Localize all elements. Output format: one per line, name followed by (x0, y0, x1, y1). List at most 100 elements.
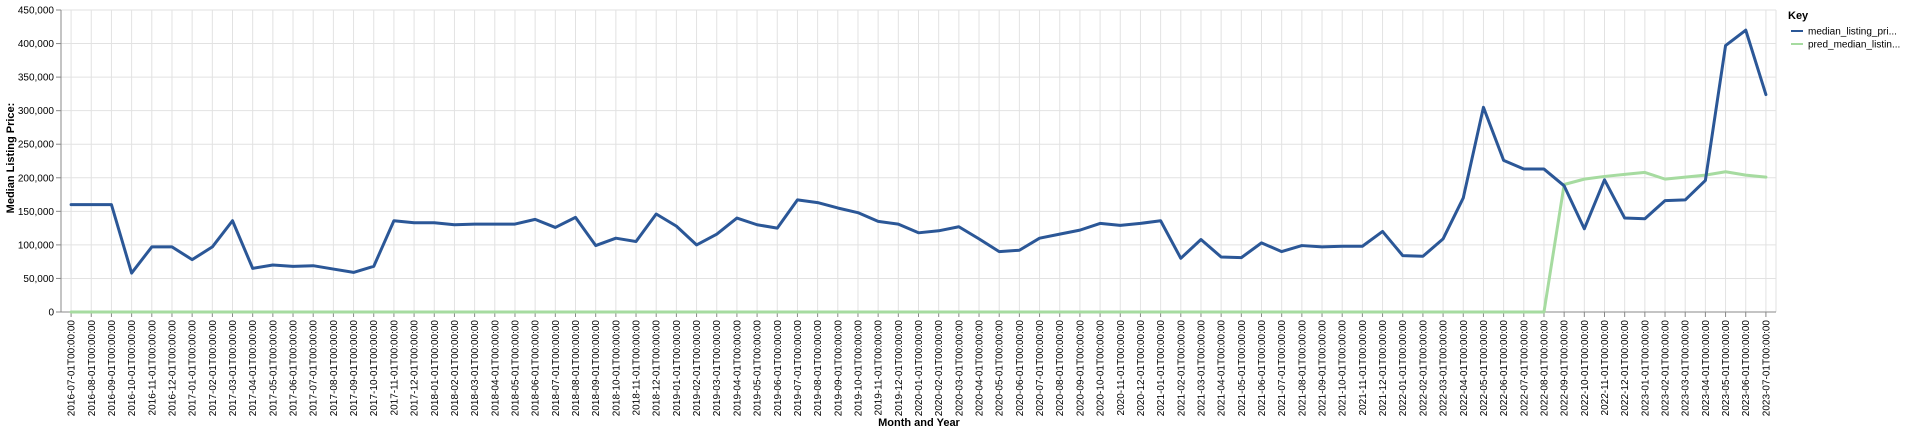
legend-title: Key (1788, 10, 1809, 22)
x-tick-label: 2022-12-01T00:00:00 (1620, 320, 1631, 417)
x-tick-label: 2019-06-01T00:00:00 (773, 320, 784, 417)
x-tick-label: 2020-10-01T00:00:00 (1096, 320, 1107, 417)
y-tick-label: 150,000 (18, 207, 55, 218)
y-tick-label: 100,000 (18, 240, 55, 251)
legend-label: pred_median_listin... (1808, 40, 1900, 51)
x-tick-label: 2019-03-01T00:00:00 (712, 320, 723, 417)
y-tick-label: 50,000 (23, 274, 54, 285)
x-tick-label: 2023-01-01T00:00:00 (1640, 320, 1651, 417)
x-tick-label: 2019-02-01T00:00:00 (692, 320, 703, 417)
x-tick-label: 2022-10-01T00:00:00 (1580, 320, 1591, 417)
x-tick-label: 2019-09-01T00:00:00 (833, 320, 844, 417)
x-tick-label: 2020-06-01T00:00:00 (1015, 320, 1026, 417)
x-tick-label: 2022-08-01T00:00:00 (1539, 320, 1550, 417)
x-tick-label: 2018-03-01T00:00:00 (470, 320, 481, 417)
x-tick-label: 2021-08-01T00:00:00 (1297, 320, 1308, 417)
x-tick-label: 2018-01-01T00:00:00 (430, 320, 441, 417)
y-axis: 0 50,000 100,000 150,000 200,000 250,000 300,0… (18, 6, 62, 319)
x-tick-label: 2021-10-01T00:00:00 (1338, 320, 1349, 417)
x-tick-label: 2021-05-01T00:00:00 (1237, 320, 1248, 417)
x-tick-label: 2022-11-01T00:00:00 (1600, 320, 1611, 416)
x-tick-label: 2022-02-01T00:00:00 (1418, 320, 1429, 417)
x-tick-label: 2017-03-01T00:00:00 (228, 320, 239, 417)
x-tick-label: 2020-03-01T00:00:00 (954, 320, 965, 417)
legend: Key median_listing_pri... pred_median_lis… (1788, 10, 1900, 51)
x-tick-label: 2021-01-01T00:00:00 (1156, 320, 1167, 417)
x-tick-label: 2022-07-01T00:00:00 (1519, 320, 1530, 417)
x-tick-label: 2019-11-01T00:00:00 (874, 320, 885, 416)
x-tick-label: 2023-07-01T00:00:00 (1761, 320, 1772, 417)
x-tick-label: 2019-12-01T00:00:00 (894, 320, 905, 417)
x-tick-label: 2020-04-01T00:00:00 (975, 320, 986, 417)
x-tick-label: 2020-09-01T00:00:00 (1075, 320, 1086, 417)
x-tick-label: 2021-11-01T00:00:00 (1358, 320, 1369, 416)
x-tick-label: 2018-06-01T00:00:00 (531, 320, 542, 417)
x-tick-label: 2020-08-01T00:00:00 (1055, 320, 1066, 417)
y-tick-label: 200,000 (18, 173, 55, 184)
x-tick-label: 2017-09-01T00:00:00 (349, 320, 360, 417)
x-tick-label: 2021-07-01T00:00:00 (1277, 320, 1288, 417)
x-tick-label: 2020-11-01T00:00:00 (1116, 320, 1127, 416)
x-tick-label: 2020-12-01T00:00:00 (1136, 320, 1147, 417)
y-tick-label: 400,000 (18, 39, 55, 50)
x-axis-title: Month and Year (878, 417, 960, 429)
x-tick-label: 2022-03-01T00:00:00 (1439, 320, 1450, 417)
grid-lines (61, 9, 1777, 313)
x-tick-label: 2018-02-01T00:00:00 (450, 320, 461, 417)
x-tick-label: 2020-05-01T00:00:00 (995, 320, 1006, 417)
x-tick-label: 2019-10-01T00:00:00 (853, 320, 864, 417)
x-tick-label: 2021-03-01T00:00:00 (1196, 320, 1207, 417)
x-tick-label: 2018-08-01T00:00:00 (571, 320, 582, 417)
y-axis-title: Median Listing Price: (5, 103, 17, 214)
x-tick-label: 2023-02-01T00:00:00 (1661, 320, 1672, 417)
x-tick-label: 2022-01-01T00:00:00 (1398, 320, 1409, 417)
x-tick-label: 2021-02-01T00:00:00 (1176, 320, 1187, 417)
x-tick-label: 2016-10-01T00:00:00 (127, 320, 138, 417)
x-tick-label: 2020-07-01T00:00:00 (1035, 320, 1046, 417)
plot-area (69, 28, 1768, 314)
y-tick-label: 300,000 (18, 106, 55, 117)
x-tick-label: 2020-02-01T00:00:00 (934, 320, 945, 417)
legend-label: median_listing_pri... (1808, 27, 1897, 38)
x-tick-label: 2020-01-01T00:00:00 (914, 320, 925, 417)
x-tick-label: 2018-11-01T00:00:00 (632, 320, 643, 416)
x-tick-label: 2016-08-01T00:00:00 (87, 320, 98, 417)
x-tick-label: 2022-05-01T00:00:00 (1479, 320, 1490, 417)
y-tick-label: 350,000 (18, 73, 55, 84)
x-tick-label: 2017-02-01T00:00:00 (208, 320, 219, 417)
x-tick-label: 2023-04-01T00:00:00 (1701, 320, 1712, 417)
x-tick-label: 2017-01-01T00:00:00 (188, 320, 199, 417)
x-tick-label: 2018-07-01T00:00:00 (551, 320, 562, 417)
x-tick-label: 2018-05-01T00:00:00 (510, 320, 521, 417)
x-tick-label: 2022-09-01T00:00:00 (1560, 320, 1571, 417)
x-tick-label: 2017-10-01T00:00:00 (369, 320, 380, 417)
x-tick-label: 2016-07-01T00:00:00 (67, 320, 78, 417)
x-tick-label: 2023-05-01T00:00:00 (1721, 320, 1732, 417)
x-tick-label: 2019-04-01T00:00:00 (732, 320, 743, 417)
x-tick-label: 2018-12-01T00:00:00 (652, 320, 663, 417)
x-tick-label: 2017-04-01T00:00:00 (248, 320, 259, 417)
x-tick-label: 2023-06-01T00:00:00 (1741, 320, 1752, 417)
x-tick-label: 2017-12-01T00:00:00 (410, 320, 421, 417)
x-tick-label: 2018-10-01T00:00:00 (611, 320, 622, 417)
x-tick-label: 2016-09-01T00:00:00 (107, 320, 118, 417)
x-tick-label: 2021-12-01T00:00:00 (1378, 320, 1389, 417)
y-tick-label: 250,000 (18, 140, 55, 151)
series-line-pred-median-listing-price (69, 170, 1768, 314)
x-tick-label: 2017-11-01T00:00:00 (389, 320, 400, 416)
y-tick-label: 450,000 (18, 6, 55, 17)
x-tick-label: 2018-09-01T00:00:00 (591, 320, 602, 417)
x-tick-label: 2019-05-01T00:00:00 (753, 320, 764, 417)
y-tick-label: 0 (48, 308, 54, 319)
x-tick-label: 2016-11-01T00:00:00 (147, 320, 158, 416)
x-tick-label: 2018-04-01T00:00:00 (490, 320, 501, 417)
x-tick-label: 2022-04-01T00:00:00 (1459, 320, 1470, 417)
x-tick-label: 2019-07-01T00:00:00 (793, 320, 804, 417)
x-tick-label: 2017-08-01T00:00:00 (329, 320, 340, 417)
x-axis: 2016-07-01T00:00:00 2016-08-01T00:00:00 20… (61, 311, 1776, 417)
x-tick-label: 2016-12-01T00:00:00 (167, 320, 178, 417)
x-tick-label: 2022-06-01T00:00:00 (1499, 320, 1510, 417)
x-tick-label: 2021-06-01T00:00:00 (1257, 320, 1268, 417)
x-tick-label: 2023-03-01T00:00:00 (1681, 320, 1692, 417)
